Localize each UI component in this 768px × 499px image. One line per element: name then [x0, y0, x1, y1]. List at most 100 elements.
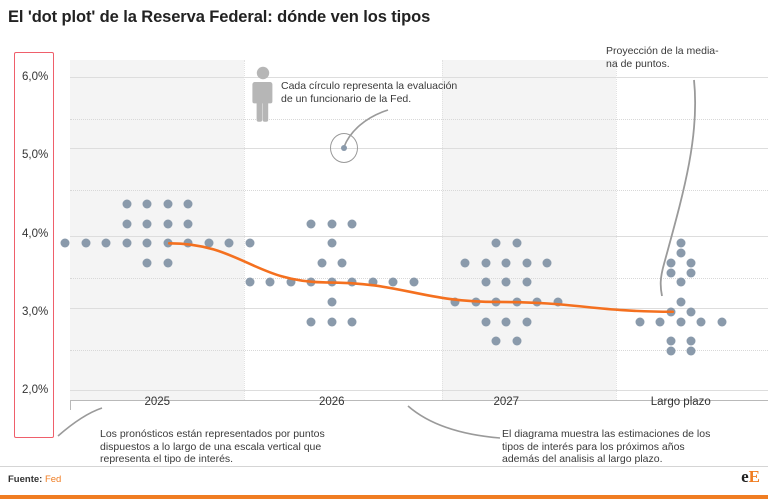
- data-dot: [676, 277, 686, 287]
- page-title: El 'dot plot' de la Reserva Federal: dón…: [8, 8, 431, 26]
- data-dot: [101, 238, 111, 248]
- y-axis-highlight-box: [14, 52, 54, 438]
- data-dot: [347, 219, 357, 229]
- data-dot: [542, 258, 552, 268]
- data-dot: [686, 307, 696, 317]
- data-dot: [306, 219, 316, 229]
- data-dot: [327, 219, 337, 229]
- person-icon: [252, 66, 273, 122]
- gridline-3-5: [70, 278, 768, 279]
- band-2025: [70, 60, 244, 400]
- example-dot-circle: [330, 133, 358, 163]
- data-dot: [501, 277, 511, 287]
- gridline-2: [70, 390, 768, 391]
- data-dot: [481, 258, 491, 268]
- data-dot: [122, 199, 131, 209]
- data-dot: [337, 258, 347, 268]
- data-dot: [635, 317, 645, 327]
- data-dot: [60, 238, 70, 248]
- footer-divider: [0, 466, 768, 467]
- data-dot: [142, 199, 152, 209]
- data-dot: [512, 336, 521, 346]
- data-dot: [666, 258, 675, 268]
- column-separator-3: [616, 60, 617, 400]
- data-dot: [163, 238, 172, 248]
- y-axis-label: 6,0%: [22, 71, 49, 83]
- x-axis-line: [70, 400, 768, 401]
- data-dot: [204, 238, 213, 248]
- y-axis-label: 4,0%: [22, 227, 49, 240]
- data-dot: [327, 238, 337, 248]
- data-dot: [522, 258, 532, 268]
- data-dot: [142, 258, 152, 268]
- data-dot: [512, 238, 521, 248]
- gridline-3: [70, 308, 768, 309]
- data-dot: [676, 297, 686, 307]
- data-dot: [491, 238, 501, 248]
- data-dot: [163, 219, 172, 229]
- x-axis-label-2027: 2027: [493, 396, 520, 408]
- data-dot: [676, 317, 686, 327]
- logo-e: e: [741, 467, 749, 486]
- band-2027: [442, 60, 616, 400]
- data-dot: [491, 336, 501, 346]
- x-axis-label-largo-plazo: Largo plazo: [650, 396, 711, 408]
- data-dot: [327, 297, 337, 307]
- y-axis-label: 3,0%: [22, 305, 49, 318]
- data-dot: [409, 277, 419, 287]
- gridline-4-5: [70, 190, 768, 191]
- data-dot: [183, 219, 193, 229]
- data-dot: [265, 277, 275, 287]
- callout-curve-bottom-left: [57, 407, 103, 437]
- data-dot: [347, 317, 357, 327]
- data-dot: [163, 258, 172, 268]
- data-dot: [450, 297, 460, 307]
- data-dot: [460, 258, 470, 268]
- data-dot: [696, 317, 706, 327]
- data-dot: [245, 277, 255, 287]
- brand-logo[interactable]: eE: [741, 468, 760, 485]
- x-axis-tick: [70, 400, 71, 410]
- gridline-6: [70, 77, 768, 78]
- data-dot: [142, 219, 152, 229]
- data-dot: [676, 238, 686, 248]
- annotation-forecast-dots: Los pronósticos están representados por …: [100, 428, 325, 465]
- gridline-4: [70, 236, 768, 237]
- callout-curve-median: [659, 79, 697, 297]
- data-dot: [286, 277, 296, 287]
- data-dot: [163, 199, 172, 209]
- source-value: Fed: [44, 474, 62, 485]
- data-dot: [501, 258, 511, 268]
- gridline-5-5: [70, 119, 768, 120]
- annotation-diagram-meaning: El diagrama muestra las estimaciones de …: [502, 428, 711, 465]
- data-dot: [183, 199, 193, 209]
- data-dot: [245, 238, 254, 248]
- column-separator-2: [442, 60, 443, 400]
- gridline-2-5: [70, 350, 768, 351]
- data-dot: [122, 219, 131, 229]
- data-dot: [655, 317, 665, 327]
- data-dot: [522, 277, 532, 287]
- source-label: Fuente:: [8, 474, 43, 485]
- gridline-5: [70, 148, 768, 149]
- data-dot: [327, 317, 337, 327]
- data-dot: [686, 268, 696, 278]
- data-dot: [686, 258, 696, 268]
- data-dot: [686, 336, 696, 346]
- data-dot: [388, 277, 398, 287]
- data-dot: [676, 248, 686, 258]
- x-axis-label-2026: 2026: [318, 396, 345, 408]
- y-axis-label: 2,0%: [22, 384, 49, 396]
- data-dot: [142, 238, 152, 248]
- data-dot: [666, 346, 675, 356]
- bottom-accent-bar: [0, 495, 768, 499]
- logo-E: E: [748, 467, 760, 486]
- source-note: Fuente: Fed: [8, 474, 61, 485]
- data-dot: [81, 238, 90, 248]
- data-dot: [481, 317, 491, 327]
- data-dot: [306, 317, 316, 327]
- data-dot: [717, 317, 727, 327]
- data-dot: [522, 317, 532, 327]
- data-dot: [317, 258, 326, 268]
